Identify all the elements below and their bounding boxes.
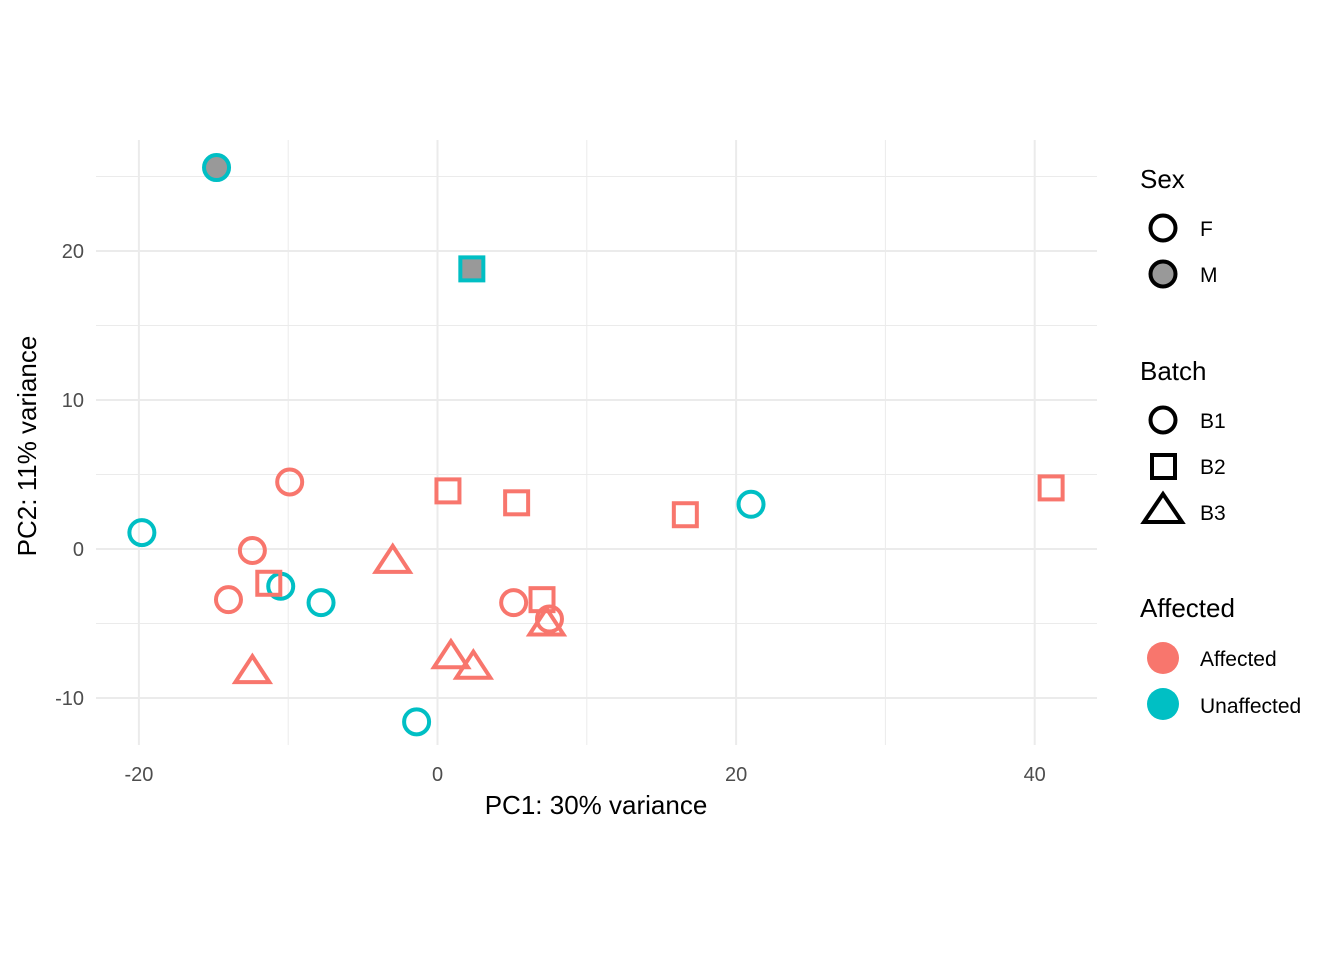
legend-batch-b3-key <box>1140 490 1186 524</box>
point-affected-b1-f <box>237 535 267 565</box>
legend-affected: Affected Affected Unaffected <box>1140 593 1301 720</box>
x-axis-title: PC1: 30% variance <box>485 790 708 820</box>
point-affected-b3-f <box>372 542 414 574</box>
point-affected-b2-f <box>1037 474 1065 502</box>
point-unaffected-b1-f <box>127 518 157 548</box>
point-affected-b1-f <box>499 588 529 618</box>
y-tick-label: -10 <box>55 688 84 710</box>
legend-batch-title: Batch <box>1140 356 1207 386</box>
legend-affected-title: Affected <box>1140 593 1235 623</box>
point-affected-b3-f <box>231 652 274 685</box>
x-tick-label: 0 <box>432 764 443 786</box>
legend-unaffected-key <box>1147 688 1179 720</box>
legend-sex-female-key <box>1148 213 1178 243</box>
legend-batch-b1-key <box>1148 405 1178 435</box>
legend-batch-b3-label: B3 <box>1200 502 1226 525</box>
point-affected-b3-f <box>430 637 472 670</box>
data-points <box>127 153 1065 737</box>
legend-batch-b2-label: B2 <box>1200 456 1226 479</box>
point-unaffected-b1-f <box>736 489 766 519</box>
point-affected-b3-f <box>452 648 495 680</box>
point-affected-b2-f <box>503 489 531 517</box>
point-unaffected-b1-f <box>306 588 336 618</box>
point-affected-b1-f <box>275 467 305 497</box>
point-affected-b1-f <box>534 604 564 634</box>
point-affected-b2-f <box>255 569 283 597</box>
legend-unaffected-label: Unaffected <box>1200 695 1301 718</box>
y-tick-label: 0 <box>73 539 84 561</box>
legend-batch-b2-key <box>1150 453 1177 480</box>
point-unaffected-b1-f <box>402 707 432 737</box>
legend-sex: Sex F M <box>1140 164 1218 289</box>
y-axis-title: PC2: 11% variance <box>12 336 42 557</box>
legend-affected-label: Affected <box>1200 648 1277 671</box>
point-affected-b1-f <box>213 585 243 615</box>
point-unaffected-b2-m <box>458 255 486 283</box>
point-unaffected-b1-m <box>202 153 232 183</box>
legend-sex-male-key <box>1148 259 1178 289</box>
axis-ticks: -20 0 20 40 -10 0 10 20 <box>55 241 1046 786</box>
legend-batch-b1-label: B1 <box>1200 410 1226 433</box>
legend-batch: Batch B1 B2 B3 <box>1140 356 1226 525</box>
x-tick-label: 20 <box>725 764 747 786</box>
y-tick-label: 10 <box>62 390 84 412</box>
point-affected-b2-f <box>434 477 462 505</box>
legend-sex-male-label: M <box>1200 264 1218 287</box>
legend-sex-female-label: F <box>1200 218 1213 241</box>
point-affected-b2-f <box>528 586 556 614</box>
y-tick-label: 20 <box>62 241 84 263</box>
point-affected-b3-f <box>525 604 568 637</box>
legend-affected-key <box>1147 642 1179 674</box>
legend-sex-title: Sex <box>1140 164 1185 194</box>
x-tick-label: -20 <box>124 764 153 786</box>
grid-lines <box>96 140 1097 745</box>
point-affected-b2-f <box>671 501 699 529</box>
x-tick-label: 40 <box>1024 764 1046 786</box>
